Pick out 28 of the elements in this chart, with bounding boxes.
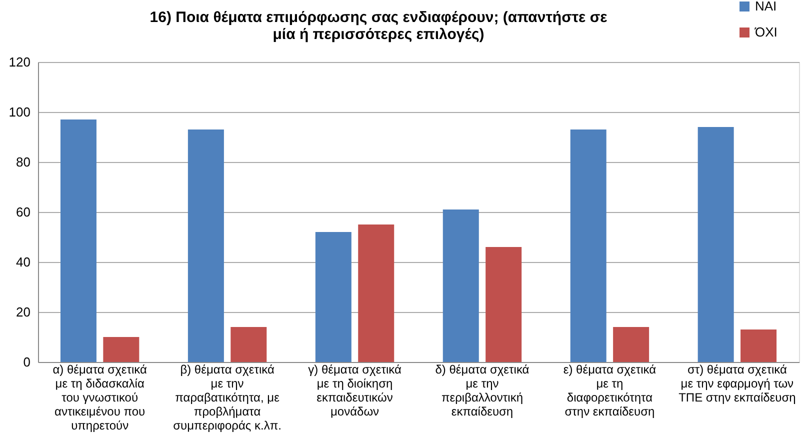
bar [230,327,267,362]
y-tick-label: 60 [16,204,30,220]
bar [740,330,777,362]
bar [103,337,140,362]
chart-title: 16) Ποια θέματα επιμόρφωσης σας ενδιαφέρουν; (απαντήστε σε μία ή περισσότερες επιλογές) [150,9,608,43]
x-tick-label: β) θέματα σχετικά με την παραβατικότητα, με προβλήματα συμπεριφοράς κ.λπ. [173,362,282,432]
legend-label: ΌΧΙ [754,24,778,40]
bar [613,327,650,362]
x-tick-label: στ) θέματα σχετικά με την εφαρμογή των ΤΠΕ στην εκπαίδευση [678,362,796,404]
x-tick-label: α) θέματα σχετικά με τη διδασκαλία του γνωστικού αντικειμένου που υπηρετούν [52,362,147,432]
bar [698,127,734,362]
y-tick-label: 40 [16,254,30,270]
bar [442,210,479,362]
y-tick-label: 20 [16,304,30,320]
y-tick-label: 100 [8,104,30,120]
bar [60,120,96,362]
y-tick-label: 0 [23,354,30,370]
x-tick-label: ε) θέματα σχετικά με τη διαφορετικότητα στην εκπαίδευση [563,362,656,418]
y-tick-label: 80 [16,154,30,170]
x-tick-label: δ) θέματα σχετικά με την περιβαλλοντική εκπαίδευση [435,362,530,418]
bar [358,224,394,362]
bar [315,232,352,362]
x-tick-label: γ) θέματα σχετικά με τη διοίκηση εκπαιδευτικών μονάδων [308,362,402,418]
legend-label: ΝΑΙ [755,0,777,14]
y-tick-label: 120 [8,54,30,70]
bar [188,130,224,362]
bar [570,130,606,362]
bar [486,247,522,362]
